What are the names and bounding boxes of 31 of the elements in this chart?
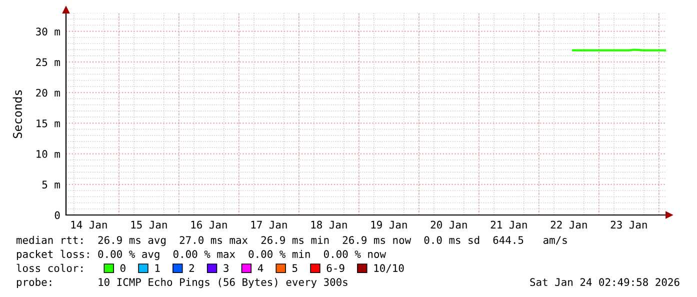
x-tick-label: 22 Jan [550, 220, 587, 229]
y-axis-title: Seconds [12, 90, 22, 138]
x-tick-label: 16 Jan [191, 220, 227, 229]
legend-label: 1 [155, 264, 160, 272]
x-tick-label: 20 Jan [430, 220, 467, 229]
legend-label: 4 [258, 264, 264, 272]
x-tick-label: 15 Jan [131, 220, 167, 229]
text: probe: 10 ICMP Echo Pings (56 Bytes) every 300s [16, 278, 348, 288]
y-tick-label: 5 m [42, 180, 60, 189]
y-tick-label: 30 m [36, 28, 60, 36]
text: packet loss: 0.00 % avg 0.00 % max 0.00 % min 0.00 % now [16, 250, 386, 260]
x-tick-label: 18 Jan [311, 220, 347, 229]
text: median rtt: 26.9 ms avg 27.0 ms max 26.9 ms min 26.9 ms now 0.0 ms sd 644.5 am/s [16, 236, 567, 246]
legend-label: 5 [292, 264, 298, 272]
y-tick-label: 0 [54, 211, 60, 220]
legend-title: loss color: [16, 264, 82, 272]
legend-label: 0 [120, 264, 126, 272]
text: Sat Jan 24 02:49:58 2026 [530, 278, 680, 286]
x-tick-label: 14 Jan [71, 220, 107, 229]
y-tick-label: 15 m [36, 120, 60, 128]
x-tick-label: 21 Jan [490, 220, 527, 229]
legend-label: 10/10 [374, 264, 404, 273]
x-tick-label: 23 Jan [610, 220, 647, 229]
y-tick-label: 25 m [36, 58, 60, 66]
legend-label: 3 [224, 264, 228, 272]
x-tick-label: 19 Jan [371, 220, 407, 229]
legend-label: 2 [189, 264, 194, 272]
y-tick-label: 10 m [36, 150, 60, 158]
legend-label: 6-9 [326, 264, 344, 272]
y-tick-label: 20 m [36, 88, 60, 97]
x-tick-label: 17 Jan [251, 220, 287, 229]
